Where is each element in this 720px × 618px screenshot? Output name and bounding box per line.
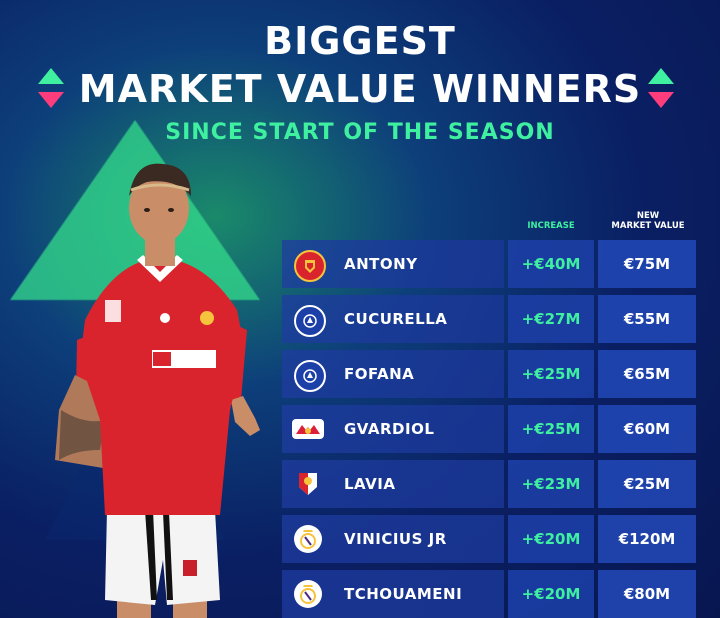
market-value: €55M (598, 295, 696, 343)
market-value: €60M (598, 405, 696, 453)
market-value: €65M (598, 350, 696, 398)
up-down-arrows-icon (36, 68, 66, 112)
player-cell: CUCURELLA (282, 295, 504, 343)
table-row: LAVIA +€23M €25M (282, 460, 696, 508)
player-cell: VINICIUS JR (282, 515, 504, 563)
new-market-value-column-header: NEW MARKET VALUE (600, 211, 696, 232)
player-cell: LAVIA (282, 460, 504, 508)
new-market-value-header-line-2: MARKET VALUE (611, 220, 685, 231)
chelsea-crest-icon (294, 305, 326, 337)
real-madrid-crest-icon (294, 525, 322, 553)
chelsea-crest-icon (294, 360, 326, 392)
player-name: TCHOUAMENI (344, 585, 463, 603)
increase-value: +€20M (508, 570, 594, 618)
manchester-united-crest-icon (294, 250, 326, 282)
rb-leipzig-crest-icon (292, 419, 324, 439)
player-name: GVARDIOL (344, 420, 435, 438)
player-name: ANTONY (344, 255, 418, 273)
table-row: FOFANA +€25M €65M (282, 350, 696, 398)
table-row: GVARDIOL +€25M €60M (282, 405, 696, 453)
increase-value: +€40M (508, 240, 594, 288)
player-photo (55, 163, 260, 618)
player-name: CUCURELLA (344, 310, 448, 328)
real-madrid-crest-icon (294, 580, 322, 608)
southampton-crest-icon (294, 470, 322, 498)
increase-value: +€27M (508, 295, 594, 343)
new-market-value-header-line-1: NEW (636, 211, 660, 221)
increase-value: +€25M (508, 350, 594, 398)
increase-value: +€20M (508, 515, 594, 563)
player-cell: ANTONY (282, 240, 504, 288)
increase-value: +€25M (508, 405, 594, 453)
increase-column-header: INCREASE (527, 221, 575, 231)
player-name: LAVIA (344, 475, 396, 493)
player-cell: GVARDIOL (282, 405, 504, 453)
player-name: FOFANA (344, 365, 415, 383)
table-row: CUCURELLA +€27M €55M (282, 295, 696, 343)
table-row: VINICIUS JR +€20M €120M (282, 515, 696, 563)
table-row: ANTONY +€40M €75M (282, 240, 696, 288)
market-value: €120M (598, 515, 696, 563)
increase-value: +€23M (508, 460, 594, 508)
up-down-arrows-icon (646, 68, 676, 112)
player-cell: FOFANA (282, 350, 504, 398)
player-cell: TCHOUAMENI (282, 570, 504, 618)
subtitle: SINCE START OF THE SEASON (165, 120, 555, 145)
market-value: €80M (598, 570, 696, 618)
table-row: TCHOUAMENI +€20M €80M (282, 570, 696, 618)
player-name: VINICIUS JR (344, 530, 447, 548)
market-value: €75M (598, 240, 696, 288)
title-line-2: MARKET VALUE WINNERS (78, 67, 642, 111)
title-line-1: BIGGEST (264, 19, 456, 63)
market-value: €25M (598, 460, 696, 508)
